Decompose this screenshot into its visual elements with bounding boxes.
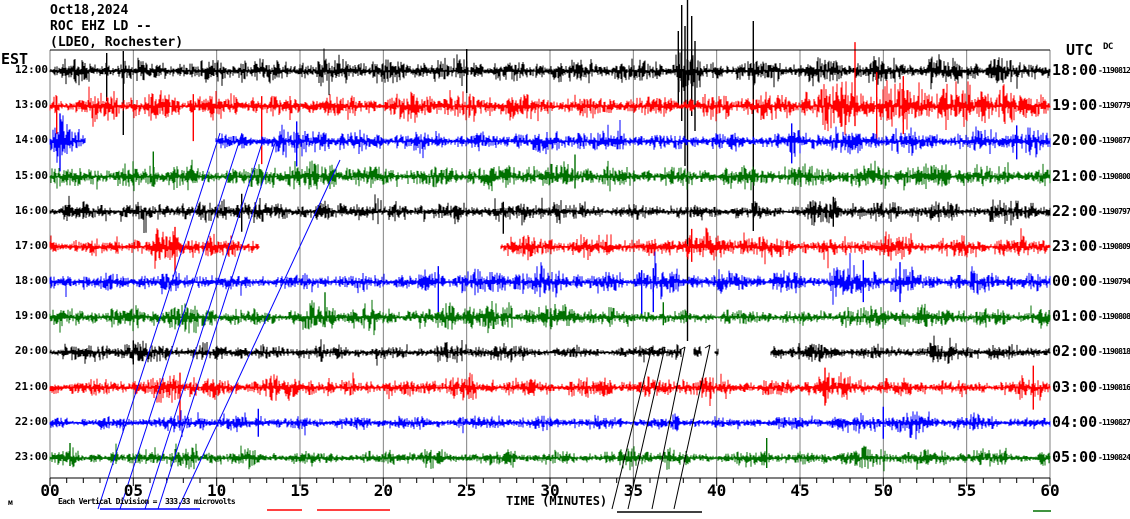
station-label: ROC EHZ LD -- — [50, 19, 152, 34]
x-tick-label: 30 — [540, 481, 560, 500]
x-tick-label: 00 — [40, 481, 60, 500]
trace-15:00 — [49, 159, 1051, 192]
pick-arrowhead — [704, 344, 711, 349]
est-hour-label: 13:00 — [14, 98, 48, 112]
utc-hour-label: 18:00 — [1052, 61, 1098, 79]
utc-hour-label: 23:00 — [1052, 236, 1098, 255]
trace-spikes-13:00 — [56, 42, 904, 165]
pick-arrowhead — [659, 346, 666, 351]
blue-pick-line — [119, 132, 243, 510]
trace-20:00 — [49, 335, 1051, 366]
x-tick-label: 10 — [207, 481, 227, 500]
dc-column-header: DC — [1103, 42, 1113, 52]
utc-hour-label: 20:00 — [1052, 131, 1098, 150]
trace-spikes-22:00 — [257, 406, 884, 439]
est-hour-label: 21:00 — [14, 379, 48, 393]
x-tick-label: 60 — [1040, 481, 1060, 500]
utc-hour-label: 21:00 — [1052, 166, 1098, 185]
x-tick-label: 45 — [790, 481, 810, 500]
trace-22:00 — [49, 410, 1051, 440]
utc-hour-label: 04:00 — [1052, 412, 1098, 431]
dc-offset-value: -1190824 — [1098, 452, 1130, 462]
x-tick-label: 20 — [373, 481, 393, 500]
black-pick-line — [611, 346, 653, 510]
trace-spikes-15:00 — [152, 151, 576, 189]
dc-offset-value: -1190794 — [1098, 277, 1130, 287]
x-axis-title: TIME (MINUTES) — [506, 494, 608, 508]
est-hour-label: 22:00 — [14, 414, 48, 428]
est-hour-label: 17:00 — [14, 238, 48, 252]
x-tick-label: 05 — [123, 481, 143, 500]
trace-spikes-17:00 — [174, 226, 693, 272]
black-pick-line — [627, 346, 666, 510]
trace-spikes-18:00 — [437, 260, 901, 318]
blue-pick-line — [157, 139, 277, 510]
dc-offset-value: -1190797 — [1098, 206, 1130, 216]
trace-21:00 — [49, 372, 1051, 406]
x-tick-label: 40 — [707, 481, 727, 500]
utc-hour-label: 00:00 — [1052, 272, 1098, 291]
dc-offset-value: -1190800 — [1098, 171, 1130, 181]
utc-hour-label: 22:00 — [1052, 201, 1098, 220]
dc-offset-value: -1190779 — [1098, 101, 1130, 111]
pick-arrowhead — [646, 346, 653, 351]
x-tick-label: 55 — [957, 481, 977, 500]
dc-offset-value: -1190818 — [1098, 347, 1130, 357]
est-hour-label: 12:00 — [14, 63, 48, 76]
est-hour-label: 23:00 — [14, 449, 48, 463]
utc-hour-label: 01:00 — [1052, 307, 1098, 326]
x-tick-label: 50 — [873, 481, 893, 500]
trace-12:00 — [49, 48, 1051, 96]
pick-arrowhead — [679, 346, 686, 351]
utc-hour-label: 05:00 — [1052, 447, 1098, 466]
dc-offset-value: -1190812 — [1098, 66, 1130, 75]
trace-spikes-23:00 — [69, 437, 768, 468]
trace-spikes-12:00 — [106, 0, 754, 341]
location-label: (LDEO, Rochester) — [50, 35, 184, 50]
date-label: Oct18,2024 — [50, 3, 129, 18]
est-hour-label: 15:00 — [14, 168, 48, 182]
dc-offset-value: -1190816 — [1098, 382, 1130, 392]
trace-17:00 — [49, 227, 1051, 269]
scale-glyph: м — [8, 498, 13, 507]
trace-spikes-16:00 — [241, 193, 834, 234]
dc-offset-value: -1190827 — [1098, 417, 1130, 427]
x-tick-label: 35 — [623, 481, 643, 500]
trace-spikes-21:00 — [179, 365, 1034, 426]
x-tick-label: 25 — [457, 481, 477, 500]
blue-pick-line — [97, 132, 221, 510]
trace-19:00 — [49, 299, 1051, 336]
x-axis-ticks — [49, 478, 1051, 486]
utc-hour-label: 03:00 — [1052, 377, 1098, 396]
trace-13:00 — [49, 80, 1051, 135]
blue-pick-line — [177, 159, 341, 510]
est-hour-label: 14:00 — [14, 133, 48, 147]
x-tick-label: 15 — [290, 481, 310, 500]
black-pick-line — [673, 344, 711, 510]
est-hour-label: 20:00 — [14, 344, 48, 358]
scale-note: Each Vertical Division = 333.33 microvol… — [58, 497, 236, 506]
utc-hour-label: 02:00 — [1052, 342, 1098, 361]
est-hour-label: 18:00 — [14, 274, 48, 288]
trace-spikes-14:00 — [59, 113, 1018, 172]
blue-pick-line — [144, 139, 264, 510]
trace-18:00 — [49, 251, 1051, 305]
trace-spikes-19:00 — [324, 292, 664, 328]
left-timezone-label: EST — [1, 50, 29, 68]
dc-offset-value: -1190809 — [1098, 241, 1130, 251]
utc-hour-label: 19:00 — [1052, 96, 1098, 115]
trace-14:00 — [49, 115, 1051, 166]
black-pick-line — [651, 346, 686, 510]
est-hour-label: 19:00 — [14, 309, 48, 323]
est-hour-label: 16:00 — [14, 203, 48, 217]
dc-offset-value: -1190877 — [1098, 136, 1130, 146]
right-timezone-label: UTC — [1066, 41, 1094, 59]
dc-offset-value: -1190808 — [1098, 312, 1130, 322]
trace-16:00 — [49, 194, 1051, 233]
